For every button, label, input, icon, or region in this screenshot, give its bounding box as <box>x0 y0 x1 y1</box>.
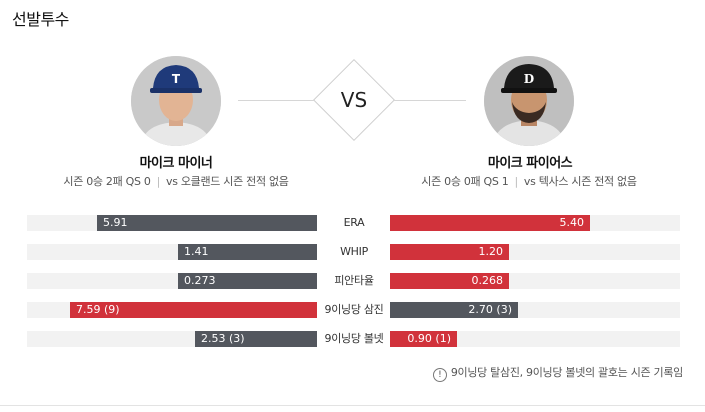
footnote-text: 9이닝당 탈삼진, 9이닝당 볼넷의 괄호는 시즌 기록임 <box>450 366 683 379</box>
home-stat-value: 0.90 (1) <box>407 332 451 345</box>
away-stat-bar: 2.53 (3) <box>195 331 317 347</box>
home-stat-track: 5.40 <box>390 215 680 231</box>
vs-label: VS <box>340 88 368 112</box>
away-pitcher-matchup: vs 오클랜드 시즌 전적 없음 <box>165 175 289 188</box>
away-stat-track: 1.41 <box>27 244 317 260</box>
home-pitcher-name[interactable]: 마이크 파이어스 <box>487 156 573 171</box>
home-pitcher-avatar[interactable]: D <box>484 56 574 146</box>
home-stat-bar: 0.90 (1) <box>390 331 457 347</box>
away-pitcher-summary: 시즌 0승 2패 QS 0 | vs 오클랜드 시즌 전적 없음 <box>6 173 346 189</box>
home-stat-track: 2.70 (3) <box>390 302 680 318</box>
home-stat-value: 1.20 <box>478 245 504 258</box>
separator: | <box>514 175 518 188</box>
stat-label: WHIP <box>340 245 368 258</box>
home-pitcher-record: 시즌 0승 0패 QS 1 <box>421 175 509 188</box>
away-stat-value: 5.91 <box>103 216 128 229</box>
away-pitcher-name[interactable]: 마이크 마이너 <box>139 156 213 171</box>
away-stat-track: 0.273 <box>27 273 317 289</box>
stat-label: ERA <box>343 216 365 229</box>
vs-divider-left <box>238 100 316 101</box>
away-stat-track: 2.53 (3) <box>27 331 317 347</box>
section-title: 선발투수 <box>12 10 69 29</box>
away-stat-track: 7.59 (9) <box>27 302 317 318</box>
home-stat-track: 1.20 <box>390 244 680 260</box>
rangers-cap-logo: T <box>172 72 181 86</box>
stat-label: 9이닝당 볼넷 <box>324 332 384 345</box>
stat-label: 피안타율 <box>334 274 374 287</box>
tigers-cap-logo: D <box>524 72 534 86</box>
bottom-divider <box>0 405 705 406</box>
vs-divider-right <box>392 100 466 101</box>
separator: | <box>156 175 161 188</box>
away-stat-bar: 1.41 <box>178 244 317 260</box>
away-stat-value: 1.41 <box>184 245 209 258</box>
away-stat-bar: 7.59 (9) <box>70 302 317 318</box>
away-stat-value: 0.273 <box>184 274 216 287</box>
away-stat-track: 5.91 <box>27 215 317 231</box>
away-pitcher-record: 시즌 0승 2패 QS 0 <box>63 175 151 188</box>
home-pitcher-summary: 시즌 0승 0패 QS 1 | vs 텍사스 시즌 전적 없음 <box>359 173 699 189</box>
home-stat-bar: 0.268 <box>390 273 509 289</box>
home-stat-bar: 1.20 <box>390 244 509 260</box>
home-stat-value: 5.40 <box>559 216 585 229</box>
home-stat-track: 0.90 (1) <box>390 331 680 347</box>
footnote: ! 9이닝당 탈삼진, 9이닝당 볼넷의 괄호는 시즌 기록임 <box>432 364 683 382</box>
stat-label: 9이닝당 삼진 <box>324 303 384 316</box>
away-pitcher-avatar[interactable]: T <box>131 56 221 146</box>
home-pitcher-matchup: vs 텍사스 시즌 전적 없음 <box>523 175 637 188</box>
away-stat-value: 7.59 (9) <box>76 303 120 316</box>
away-stat-bar: 5.91 <box>97 215 317 231</box>
home-stat-value: 2.70 (3) <box>468 303 512 316</box>
home-stat-value: 0.268 <box>471 274 504 287</box>
home-stat-bar: 5.40 <box>390 215 590 231</box>
home-stat-bar: 2.70 (3) <box>390 302 518 318</box>
away-stat-value: 2.53 (3) <box>201 332 245 345</box>
home-stat-track: 0.268 <box>390 273 680 289</box>
info-icon: ! <box>432 368 447 382</box>
away-stat-bar: 0.273 <box>178 273 317 289</box>
